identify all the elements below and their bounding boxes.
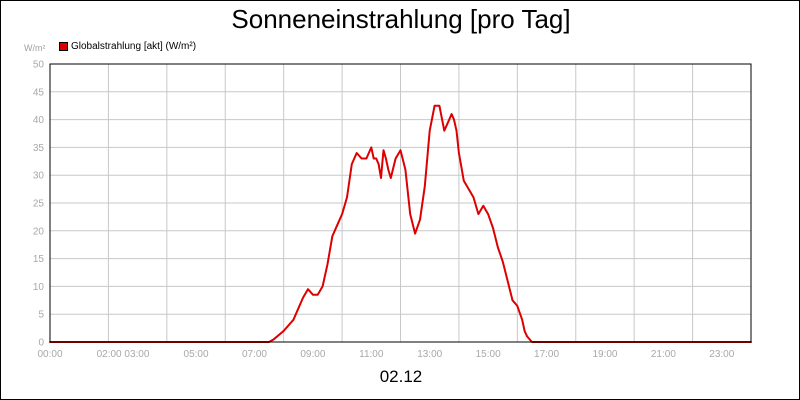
- legend: Globalstrahlung [akt] (W/m²): [59, 39, 196, 53]
- series-line: [49, 104, 752, 343]
- y-tick-label: 40: [33, 115, 45, 126]
- y-tick-label: 20: [33, 226, 45, 237]
- x-tick-label: 02:00 03:00: [97, 349, 150, 360]
- date-label: 02.12: [379, 367, 423, 386]
- y-tick-label: 50: [33, 60, 45, 71]
- legend-swatch-icon: [59, 41, 68, 51]
- y-tick-label: 15: [33, 254, 45, 265]
- plot-border: [49, 63, 752, 343]
- y-tick-label: 35: [33, 143, 45, 154]
- x-tick-label: 07:00: [242, 349, 267, 360]
- x-tick-label: 13:00: [417, 349, 442, 360]
- x-tick-label: 17:00: [534, 349, 559, 360]
- x-tick-label: 21:00: [651, 349, 676, 360]
- y-tick-label: 0: [38, 338, 44, 349]
- legend-label: Globalstrahlung [akt] (W/m²): [71, 40, 197, 52]
- x-tick-label: 15:00: [476, 349, 501, 360]
- x-tick-label: 23:00: [709, 349, 734, 360]
- y-tick-label: 45: [33, 87, 45, 98]
- y-tick-label: 25: [33, 199, 45, 210]
- x-tick-label: 11:00: [359, 349, 384, 360]
- x-tick-label: 19:00: [592, 349, 617, 360]
- y-tick-label: 30: [33, 171, 45, 182]
- x-tick-label: 09:00: [300, 349, 325, 360]
- y-tick-label: 5: [38, 310, 44, 321]
- chart-title: Sonneneinstrahlung [pro Tag]: [231, 4, 571, 34]
- y-axis-unit: W/m²: [24, 43, 46, 53]
- x-tick-label: 05:00: [184, 349, 209, 360]
- y-tick-label: 10: [33, 282, 45, 293]
- x-tick-label: 00:00: [37, 349, 62, 360]
